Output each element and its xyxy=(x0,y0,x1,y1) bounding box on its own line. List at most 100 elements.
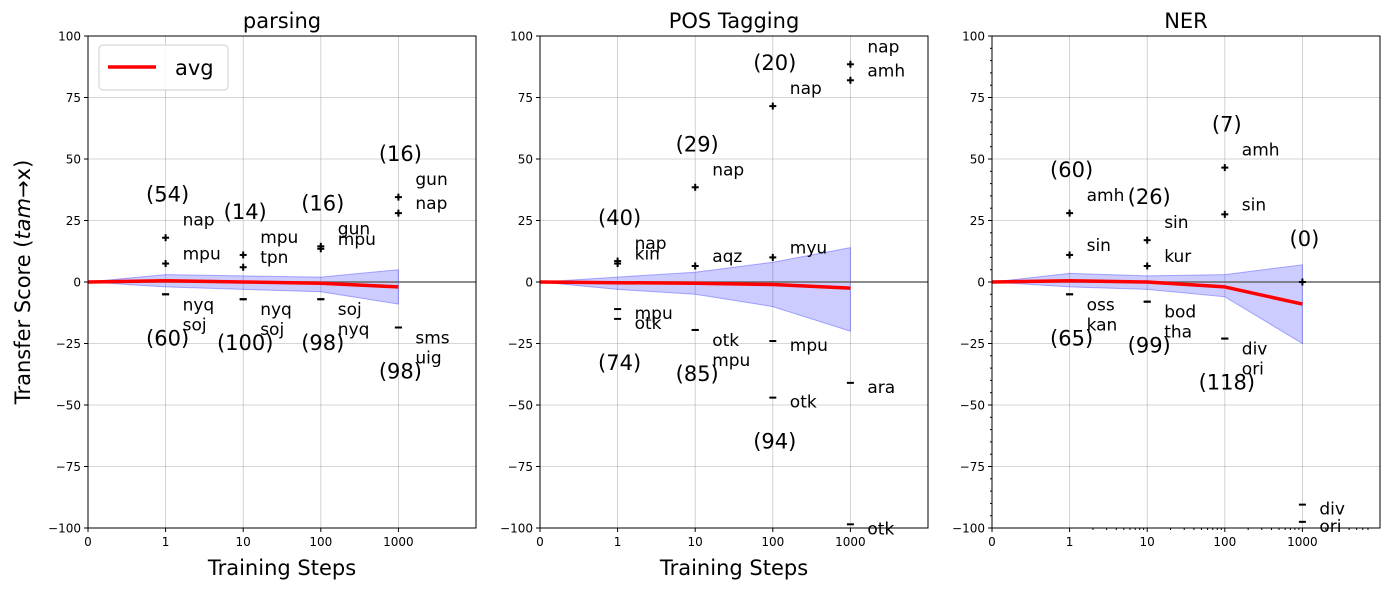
label-ara: ara xyxy=(867,378,895,398)
std-band xyxy=(539,246,851,332)
legend-box xyxy=(98,44,229,91)
chart-title: parsing xyxy=(243,9,321,33)
data-points: amhsinosskansinkurbodthaamhsindivoriorid… xyxy=(1066,141,1345,537)
x-tick-label-1000: 1000 xyxy=(835,535,866,549)
x-tick-label-1: 1 xyxy=(1066,535,1074,549)
count-below-1: (65) xyxy=(1050,326,1093,350)
label-myu: myu xyxy=(790,238,827,258)
count-below-1000: (98) xyxy=(379,360,422,384)
y-tick-label: 100 xyxy=(510,30,533,44)
count-below-1: (60) xyxy=(146,326,189,350)
x-tick-label-1000: 1000 xyxy=(383,535,414,549)
label-nyq: nyq xyxy=(183,295,215,315)
x-ticks: 0 1 10 100 1000 xyxy=(536,528,866,549)
label-soj: soj xyxy=(260,320,284,340)
label-bod: bod xyxy=(1164,303,1196,323)
label-mpu: mpu xyxy=(260,228,298,248)
label-nap: nap xyxy=(415,194,447,214)
y-tick-label: 100 xyxy=(962,30,985,44)
y-tick-label: 50 xyxy=(66,153,81,167)
label-ori: ori xyxy=(1319,517,1341,537)
y-ticks: 100 75 50 25 0 −25 −50 −75 −100 xyxy=(500,30,540,536)
count-below-10: (85) xyxy=(676,362,719,386)
label-gun: gun xyxy=(338,219,370,239)
label-otk: otk xyxy=(867,519,894,539)
label-sms: sms xyxy=(415,329,449,349)
data-points: napmpunyqsojmputpnnyqsojgunmpusojnyqgunn… xyxy=(162,170,450,369)
label-nap: nap xyxy=(183,211,215,231)
chart-parsing: napmpunyqsojmputpnnyqsojgunmpusojnyqgunn… xyxy=(48,9,477,580)
label-tpn: tpn xyxy=(260,248,288,268)
count-above-1: (40) xyxy=(598,206,641,230)
label-nap: nap xyxy=(790,79,822,99)
label-kin: kin xyxy=(635,245,660,265)
label-tha: tha xyxy=(1164,323,1192,343)
y-tick-label: 75 xyxy=(66,91,81,105)
label-mpu: mpu xyxy=(712,351,750,371)
label-otk: otk xyxy=(712,331,739,351)
x-tick-label-10: 10 xyxy=(1140,535,1155,549)
x-tick-label-0: 0 xyxy=(84,535,92,549)
count-below-10: (99) xyxy=(1128,334,1171,358)
y-tick-label: −75 xyxy=(508,460,533,474)
y-tick-label: 50 xyxy=(970,153,985,167)
label-nap: nap xyxy=(712,160,744,180)
y-tick-label: 0 xyxy=(977,276,985,290)
x-tick-label-1000: 1000 xyxy=(1287,535,1318,549)
label-otk: otk xyxy=(635,314,662,334)
x-axis-label: Training Steps xyxy=(207,556,356,580)
legend: avg xyxy=(98,44,229,91)
count-above-1: (54) xyxy=(146,183,189,207)
label-mpu: mpu xyxy=(635,304,673,324)
label-ori: ori xyxy=(1242,360,1264,380)
x-tick-label-0: 0 xyxy=(536,535,544,549)
x-ticks: 0 1 10 100 1000 xyxy=(84,528,414,549)
label-sin: sin xyxy=(1087,236,1111,256)
label-gun: gun xyxy=(415,170,447,190)
y-tick-label: −100 xyxy=(952,522,985,536)
y-tick-label: −25 xyxy=(508,337,533,351)
count-below-100: (118) xyxy=(1199,371,1255,395)
avg-line xyxy=(539,280,851,290)
count-above-10: (26) xyxy=(1128,185,1171,209)
label-mpu: mpu xyxy=(338,230,376,250)
label-sin: sin xyxy=(1164,213,1188,233)
y-tick-label: −25 xyxy=(960,337,985,351)
y-tick-label: 75 xyxy=(970,91,985,105)
y-tick-label: −50 xyxy=(56,399,81,413)
x-axis-label: Training Steps xyxy=(659,556,808,580)
x-tick-label-100: 100 xyxy=(761,535,784,549)
counts: (60) (65) (26) (99) (7) (118) (0) xyxy=(1050,113,1319,395)
label-amh: amh xyxy=(1087,186,1125,206)
legend-avg-label: avg xyxy=(175,56,214,80)
label-div: div xyxy=(1242,340,1268,360)
y-tick-label: −50 xyxy=(960,399,985,413)
y-tick-label: −50 xyxy=(508,399,533,413)
y-tick-label: 50 xyxy=(518,153,533,167)
count-below-100: (98) xyxy=(301,331,344,355)
label-sin: sin xyxy=(1242,195,1266,215)
counts: (40) (74) (29) (85) (20) (94) xyxy=(598,51,796,454)
y-tick-label: 25 xyxy=(970,214,985,228)
y-ticks: 100 75 50 25 0 −25 −50 −75 −100 xyxy=(48,30,88,536)
chart-pos-tagging: napkinotkmpunapaqzotkmpunapmyuotkmpunapa… xyxy=(500,9,929,580)
y-tick-label: 75 xyxy=(518,91,533,105)
x-tick-label-10: 10 xyxy=(688,535,703,549)
y-tick-label: −100 xyxy=(500,522,533,536)
chart-title: NER xyxy=(1164,9,1208,33)
label-nyq: nyq xyxy=(338,320,370,340)
y-tick-label: −75 xyxy=(56,460,81,474)
label-nap: nap xyxy=(635,234,667,254)
count-above-100: (16) xyxy=(301,191,344,215)
label-soj: soj xyxy=(183,315,207,335)
x-ticks: 0 1 10 100 1000 xyxy=(988,528,1318,549)
x-tick-label-100: 100 xyxy=(309,535,332,549)
label-mpu: mpu xyxy=(790,336,828,356)
y-tick-label: 25 xyxy=(518,214,533,228)
chart-title: POS Tagging xyxy=(669,9,800,33)
count-above-1000: (0) xyxy=(1290,227,1320,251)
label-div: div xyxy=(1319,500,1345,520)
label-kan: kan xyxy=(1087,315,1118,335)
label-amh: amh xyxy=(867,61,905,81)
